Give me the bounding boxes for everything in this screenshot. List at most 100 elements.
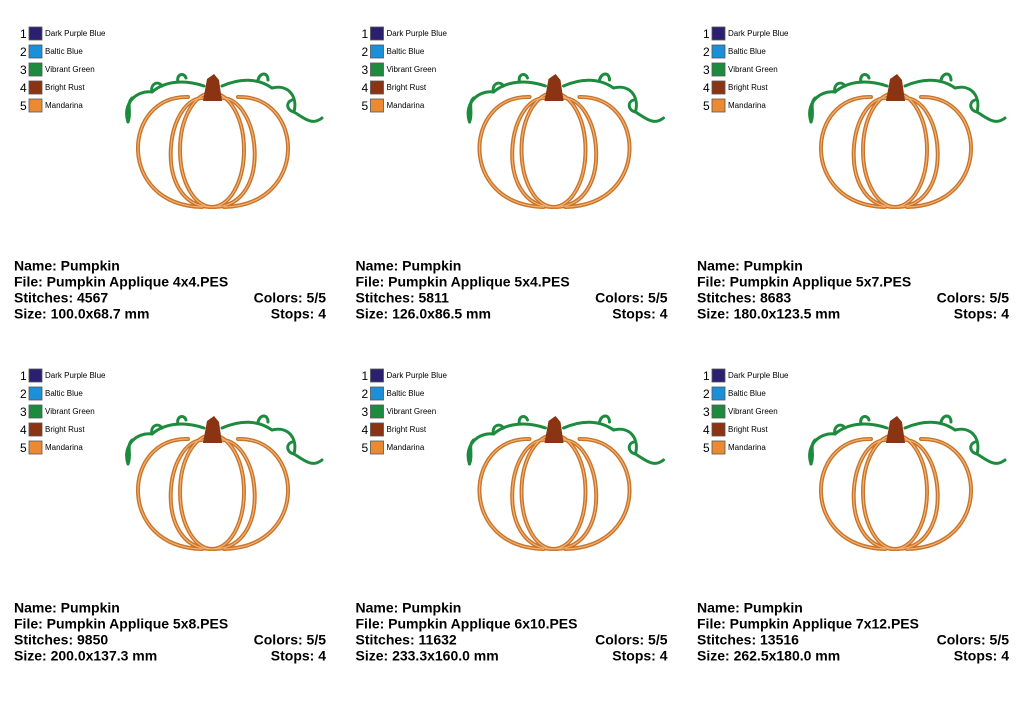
color-name: Mandarina bbox=[728, 443, 766, 452]
design-colors: Colors: 5/5 bbox=[937, 290, 1010, 306]
design-card: 1 Dark Purple Blue 2 Baltic Blue 3 Vibrant Gr… bbox=[697, 26, 1010, 322]
color-name: Mandarina bbox=[45, 443, 83, 452]
color-number: 5 bbox=[362, 441, 369, 455]
design-card: 1 Dark Purple Blue 2 Baltic Blue 3 Vibrant Gr… bbox=[356, 368, 668, 664]
color-name: Vibrant Green bbox=[728, 407, 778, 416]
pumpkin-design bbox=[468, 74, 663, 207]
color-number: 4 bbox=[703, 423, 710, 437]
design-name: Name: Pumpkin bbox=[14, 600, 120, 616]
color-name: Dark Purple Blue bbox=[45, 371, 106, 380]
color-swatch bbox=[28, 422, 43, 437]
design-file: File: Pumpkin Applique 5x4.PES bbox=[356, 274, 570, 290]
color-name: Vibrant Green bbox=[387, 407, 437, 416]
design-stitches: Stitches: 13516 bbox=[697, 632, 799, 648]
color-name: Bright Rust bbox=[387, 425, 427, 434]
pumpkin-design bbox=[127, 74, 322, 207]
color-name: Dark Purple Blue bbox=[728, 371, 789, 380]
design-colors: Colors: 5/5 bbox=[595, 290, 668, 306]
color-number: 1 bbox=[20, 27, 27, 41]
color-number: 2 bbox=[362, 387, 369, 401]
design-colors: Colors: 5/5 bbox=[254, 632, 327, 648]
design-stitches: Stitches: 9850 bbox=[14, 632, 108, 648]
design-file: File: Pumpkin Applique 7x12.PES bbox=[697, 616, 919, 632]
color-swatch bbox=[28, 368, 43, 383]
color-number: 5 bbox=[703, 99, 710, 113]
color-name: Bright Rust bbox=[387, 83, 427, 92]
color-number: 5 bbox=[703, 441, 710, 455]
design-size: Size: 200.0x137.3 mm bbox=[14, 648, 157, 664]
color-name: Baltic Blue bbox=[387, 389, 425, 398]
color-swatch bbox=[370, 98, 384, 113]
color-swatch bbox=[370, 386, 384, 401]
design-stops: Stops: 4 bbox=[612, 648, 667, 664]
design-colors: Colors: 5/5 bbox=[254, 290, 327, 306]
design-name: Name: Pumpkin bbox=[697, 258, 803, 274]
design-stops: Stops: 4 bbox=[612, 306, 667, 322]
color-swatch bbox=[370, 422, 384, 437]
design-stitches: Stitches: 4567 bbox=[14, 290, 108, 306]
design-stitches: Stitches: 11632 bbox=[356, 632, 457, 648]
design-file: File: Pumpkin Applique 5x8.PES bbox=[14, 616, 228, 632]
design-size: Size: 262.5x180.0 mm bbox=[697, 648, 840, 664]
color-number: 5 bbox=[20, 99, 27, 113]
color-name: Bright Rust bbox=[45, 425, 85, 434]
design-stops: Stops: 4 bbox=[954, 306, 1009, 322]
color-number: 3 bbox=[703, 63, 710, 77]
color-swatch bbox=[370, 440, 384, 455]
color-name: Bright Rust bbox=[728, 425, 768, 434]
color-swatch bbox=[711, 422, 726, 437]
color-number: 3 bbox=[362, 405, 369, 419]
color-swatch bbox=[711, 404, 726, 419]
color-name: Baltic Blue bbox=[387, 47, 425, 56]
pumpkin-design bbox=[468, 416, 663, 549]
design-colors: Colors: 5/5 bbox=[937, 632, 1010, 648]
color-swatch bbox=[370, 26, 384, 41]
color-number: 2 bbox=[703, 45, 710, 59]
color-swatch bbox=[28, 404, 43, 419]
color-swatch bbox=[28, 80, 43, 95]
color-number: 4 bbox=[703, 81, 710, 95]
color-name: Dark Purple Blue bbox=[728, 29, 789, 38]
color-swatch bbox=[711, 44, 726, 59]
color-swatch bbox=[370, 62, 384, 77]
color-name: Baltic Blue bbox=[728, 47, 766, 56]
color-swatch bbox=[28, 98, 43, 113]
color-name: Dark Purple Blue bbox=[387, 29, 448, 38]
color-number: 4 bbox=[20, 423, 27, 437]
design-name: Name: Pumpkin bbox=[14, 258, 120, 274]
design-size: Size: 126.0x86.5 mm bbox=[356, 306, 491, 322]
color-number: 1 bbox=[703, 27, 710, 41]
design-card: 1 Dark Purple Blue 2 Baltic Blue 3 Vibrant Gr… bbox=[697, 368, 1010, 664]
color-name: Dark Purple Blue bbox=[45, 29, 106, 38]
design-file: File: Pumpkin Applique 5x7.PES bbox=[697, 274, 911, 290]
color-number: 1 bbox=[362, 369, 369, 383]
design-size: Size: 180.0x123.5 mm bbox=[697, 306, 840, 322]
color-number: 2 bbox=[703, 387, 710, 401]
design-name: Name: Pumpkin bbox=[697, 600, 803, 616]
design-card: 1 Dark Purple Blue 2 Baltic Blue 3 Vibrant Gr… bbox=[14, 26, 327, 322]
color-swatch bbox=[28, 386, 43, 401]
color-number: 3 bbox=[362, 63, 369, 77]
color-number: 3 bbox=[20, 405, 27, 419]
pumpkin-design bbox=[810, 416, 1005, 549]
color-number: 4 bbox=[362, 423, 369, 437]
design-card: 1 Dark Purple Blue 2 Baltic Blue 3 Vibrant Gr… bbox=[356, 26, 668, 322]
color-number: 5 bbox=[20, 441, 27, 455]
design-file: File: Pumpkin Applique 4x4.PES bbox=[14, 274, 228, 290]
color-swatch bbox=[711, 98, 726, 113]
color-swatch bbox=[28, 26, 43, 41]
color-name: Baltic Blue bbox=[45, 389, 83, 398]
color-swatch bbox=[28, 440, 43, 455]
color-number: 1 bbox=[362, 27, 369, 41]
color-name: Vibrant Green bbox=[45, 407, 95, 416]
color-swatch bbox=[370, 404, 384, 419]
color-number: 2 bbox=[20, 45, 27, 59]
color-swatch bbox=[711, 26, 726, 41]
color-swatch bbox=[370, 80, 384, 95]
color-name: Bright Rust bbox=[728, 83, 768, 92]
color-swatch bbox=[711, 62, 726, 77]
color-name: Mandarina bbox=[728, 101, 766, 110]
design-name: Name: Pumpkin bbox=[356, 258, 462, 274]
color-swatch bbox=[370, 44, 384, 59]
